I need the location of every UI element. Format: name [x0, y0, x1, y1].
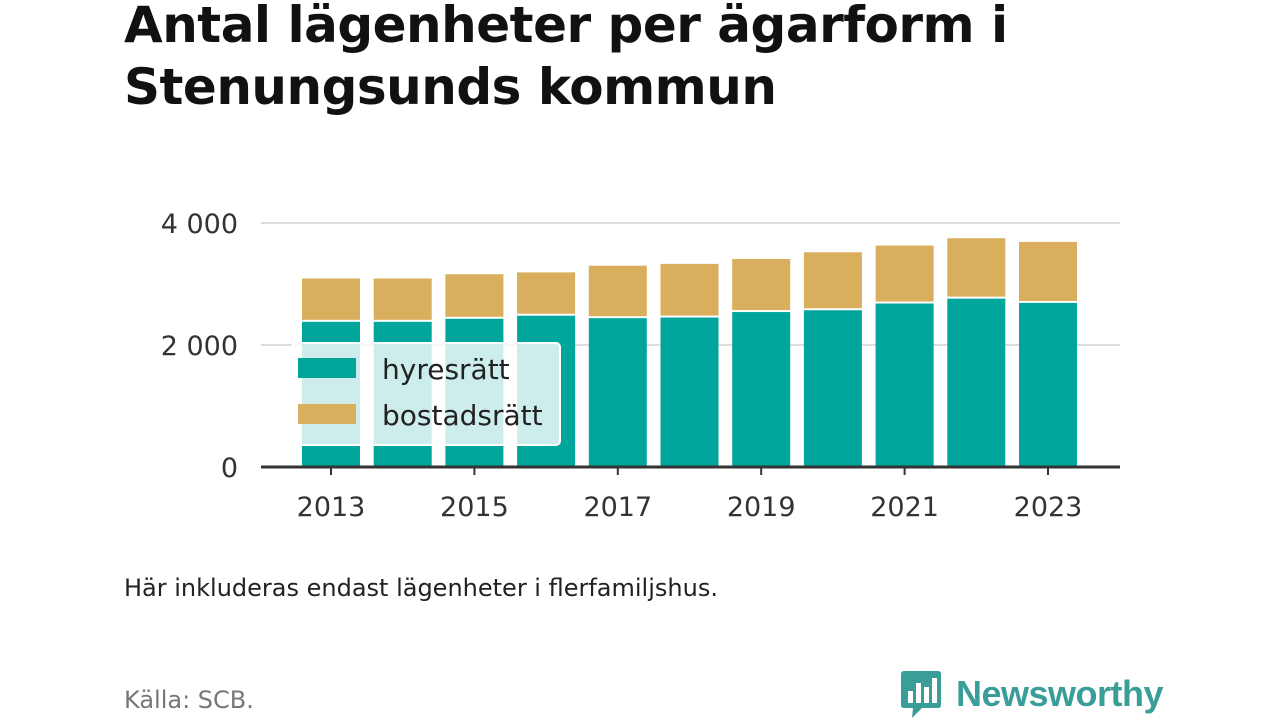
y-tick-label: 4 000 — [161, 209, 238, 240]
y-tick-label: 2 000 — [161, 331, 238, 362]
bar-bostadsratt-2014 — [373, 278, 432, 320]
legend: hyresrätt bostadsrätt — [291, 342, 561, 446]
brand-logo[interactable]: Newsworthy — [900, 668, 1164, 720]
bar-hyresratt-2020 — [803, 310, 862, 467]
x-tick-label: 2015 — [440, 492, 509, 523]
bar-hyresratt-2023 — [1019, 302, 1077, 467]
bar-bostadsratt-2019 — [732, 258, 791, 311]
x-tick-label: 2013 — [297, 492, 366, 523]
page-title: Antal lägenheter per ägarform i Stenungs… — [124, 0, 1008, 116]
bar-bostadsratt-2015 — [445, 274, 504, 317]
bar-bostadsratt-2013 — [302, 278, 360, 320]
y-tick-label: 0 — [221, 453, 238, 484]
stacked-bar-chart: 0 2 000 4 000 2013 2015 2017 2019 2021 2023 hyre… — [161, 209, 1120, 523]
bar-bostadsratt-2021 — [875, 245, 934, 302]
bar-hyresratt-2017 — [588, 318, 647, 467]
legend-swatch-bostadsratt — [298, 404, 356, 424]
x-tick-label: 2017 — [583, 492, 652, 523]
bar-bostadsratt-2020 — [803, 252, 862, 309]
bar-bostadsratt-2016 — [517, 272, 576, 314]
brand-name: Newsworthy — [956, 673, 1164, 714]
x-tick-label: 2021 — [870, 492, 939, 523]
bar-hyresratt-2022 — [947, 298, 1006, 467]
x-tick-label: 2019 — [727, 492, 796, 523]
newsworthy-chart-bubble-icon — [901, 671, 941, 718]
legend-label-hyresratt: hyresrätt — [382, 353, 510, 386]
bar-bostadsratt-2023 — [1019, 241, 1077, 301]
bar-bostadsratt-2022 — [947, 238, 1006, 297]
bar-hyresratt-2021 — [875, 303, 934, 467]
axes: 0 2 000 4 000 2013 2015 2017 2019 2021 2023 — [161, 209, 1120, 523]
legend-swatch-hyresratt — [298, 358, 356, 378]
x-tick-label: 2023 — [1014, 492, 1083, 523]
bar-hyresratt-2019 — [732, 312, 791, 467]
legend-label-bostadsratt: bostadsrätt — [382, 399, 543, 432]
chart-note: Här inkluderas endast lägenheter i flerf… — [124, 574, 718, 602]
bar-bostadsratt-2017 — [588, 265, 647, 317]
bar-bostadsratt-2018 — [660, 263, 719, 316]
source-credit: Källa: SCB. — [124, 686, 254, 714]
legend-box — [291, 342, 561, 446]
bar-hyresratt-2018 — [660, 317, 719, 467]
